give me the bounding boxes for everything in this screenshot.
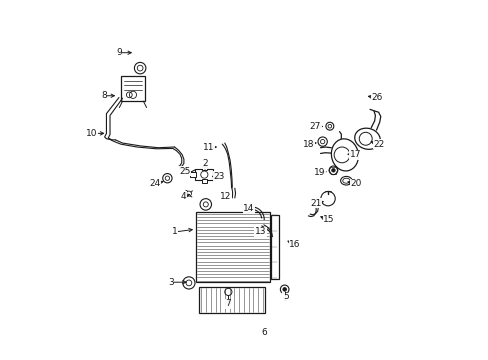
Ellipse shape (331, 139, 358, 171)
Text: 9: 9 (116, 48, 122, 57)
Circle shape (331, 168, 335, 172)
Text: 2: 2 (202, 159, 207, 168)
Bar (199, 287, 265, 313)
Text: 5: 5 (282, 292, 288, 301)
Text: 4: 4 (181, 192, 186, 201)
Text: 24: 24 (149, 179, 160, 188)
Bar (196, 212, 269, 282)
Text: 3: 3 (168, 278, 174, 287)
Text: 23: 23 (213, 172, 224, 181)
Ellipse shape (342, 178, 349, 183)
Text: 7: 7 (225, 299, 231, 308)
Text: 26: 26 (371, 93, 382, 102)
Text: 16: 16 (288, 240, 300, 249)
Text: 21: 21 (310, 199, 321, 208)
Ellipse shape (354, 128, 380, 149)
Text: 19: 19 (313, 168, 325, 177)
Text: 6: 6 (261, 328, 266, 337)
Circle shape (282, 288, 286, 291)
Bar (190, 172, 195, 177)
Text: 17: 17 (349, 150, 361, 159)
Text: 25: 25 (179, 167, 190, 176)
Text: 12: 12 (220, 192, 231, 201)
Text: 1: 1 (171, 228, 177, 237)
Bar (202, 179, 206, 183)
Text: 13: 13 (254, 228, 266, 237)
Text: 27: 27 (309, 122, 321, 131)
Text: 22: 22 (373, 140, 384, 149)
Text: 20: 20 (349, 179, 361, 188)
Text: 18: 18 (303, 140, 314, 149)
Bar (202, 166, 206, 170)
Text: 14: 14 (243, 204, 254, 213)
Bar (121, 76, 145, 101)
Text: 10: 10 (86, 129, 98, 138)
Text: 15: 15 (323, 215, 334, 224)
Text: 8: 8 (101, 91, 106, 100)
Ellipse shape (340, 176, 351, 185)
Bar (270, 215, 278, 279)
Bar (212, 172, 218, 177)
Bar (195, 169, 213, 180)
Text: 11: 11 (203, 143, 214, 152)
